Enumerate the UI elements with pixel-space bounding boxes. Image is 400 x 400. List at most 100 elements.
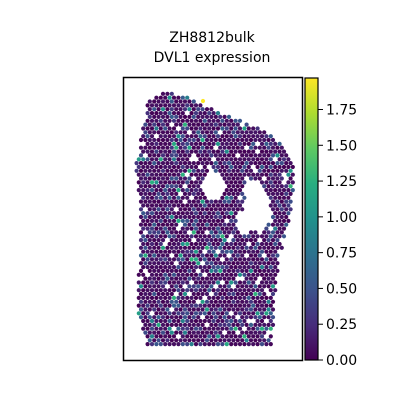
expression-spot (171, 141, 177, 146)
expression-spot (231, 230, 236, 235)
expression-spot (169, 214, 174, 220)
expression-spot (222, 307, 227, 312)
expression-spot (240, 199, 245, 204)
expression-spot (277, 172, 282, 177)
expression-spot (229, 295, 234, 300)
expression-spot (290, 172, 295, 177)
expression-spot (160, 261, 166, 266)
expression-spot (200, 222, 205, 227)
expression-spot (189, 180, 194, 185)
expression-spot (275, 176, 280, 181)
expression-spot (207, 334, 212, 339)
expression-spot (273, 188, 278, 193)
expression-spot (174, 153, 179, 158)
expression-spot (251, 295, 256, 300)
expression-spot (286, 203, 291, 208)
expression-spot (215, 326, 221, 331)
expression-spot (213, 238, 218, 243)
expression-spot (262, 168, 267, 173)
expression-spot (198, 111, 203, 116)
expression-spot (141, 126, 146, 131)
expression-spot (147, 284, 152, 289)
expression-spot (242, 288, 247, 293)
expression-spot (290, 180, 295, 185)
expression-spot (185, 326, 190, 331)
expression-spot (147, 107, 152, 112)
expression-spot (209, 268, 214, 273)
expression-spot (152, 184, 157, 189)
expression-spot (222, 268, 227, 273)
expression-spot (182, 153, 188, 158)
expression-spot (143, 307, 148, 312)
expression-spot (198, 272, 203, 277)
expression-spot (264, 180, 269, 185)
expression-spot (213, 299, 218, 304)
expression-spot (255, 172, 260, 177)
expression-spot (220, 157, 225, 162)
expression-spot (198, 118, 203, 123)
expression-spot (213, 222, 218, 227)
expression-spot (163, 134, 168, 139)
expression-spot (167, 195, 172, 200)
expression-spot (198, 234, 203, 239)
expression-spot (209, 330, 214, 335)
expression-spot (255, 303, 260, 308)
expression-spot (138, 153, 144, 158)
expression-spot (244, 284, 249, 289)
expression-spot (191, 253, 196, 258)
expression-spot (224, 303, 229, 308)
expression-spot (189, 318, 194, 324)
expression-spot (209, 122, 214, 127)
expression-spot (163, 203, 168, 208)
expression-spot (198, 180, 203, 185)
expression-spot (145, 249, 150, 254)
expression-spot (204, 291, 210, 297)
expression-spot (156, 122, 161, 127)
expression-spot (213, 307, 218, 312)
expression-spot (145, 342, 150, 347)
expression-spot (167, 303, 172, 308)
expression-spot (240, 137, 245, 143)
expression-spot (226, 207, 232, 212)
expression-spot (167, 342, 172, 347)
expression-spot (240, 284, 245, 289)
expression-spot (160, 176, 166, 181)
expression-spot (218, 214, 223, 220)
expression-spot (156, 99, 161, 104)
expression-spot (215, 118, 221, 123)
expression-spot (207, 311, 212, 316)
expression-spot (193, 234, 199, 239)
expression-spot (273, 241, 278, 247)
expression-spot (207, 126, 212, 131)
expression-spot (286, 211, 291, 216)
expression-spot (152, 145, 157, 150)
expression-spot (220, 318, 225, 324)
expression-spot (167, 226, 172, 231)
expression-spot (176, 141, 181, 146)
expression-spot (138, 315, 144, 320)
expression-spot (174, 268, 179, 273)
expression-spot (156, 176, 161, 181)
expression-spot (180, 280, 185, 285)
expression-spot (262, 245, 267, 250)
expression-spot (246, 288, 251, 293)
expression-spot (244, 291, 249, 297)
expression-spot (204, 107, 210, 112)
expression-spot (213, 114, 218, 119)
expression-spot (187, 207, 192, 212)
expression-spot (182, 168, 188, 173)
expression-spot (200, 338, 205, 343)
expression-spot (156, 268, 161, 273)
expression-spot (178, 253, 183, 258)
expression-spot (147, 145, 152, 150)
expression-spot (224, 234, 229, 239)
expression-spot (224, 203, 229, 208)
expression-spot (251, 249, 256, 254)
expression-spot (235, 230, 240, 235)
expression-spot (187, 322, 192, 327)
expression-spot (160, 230, 166, 235)
expression-spot (165, 199, 170, 204)
expression-spot (226, 184, 232, 189)
expression-spot (187, 199, 192, 204)
expression-spot (198, 311, 203, 316)
